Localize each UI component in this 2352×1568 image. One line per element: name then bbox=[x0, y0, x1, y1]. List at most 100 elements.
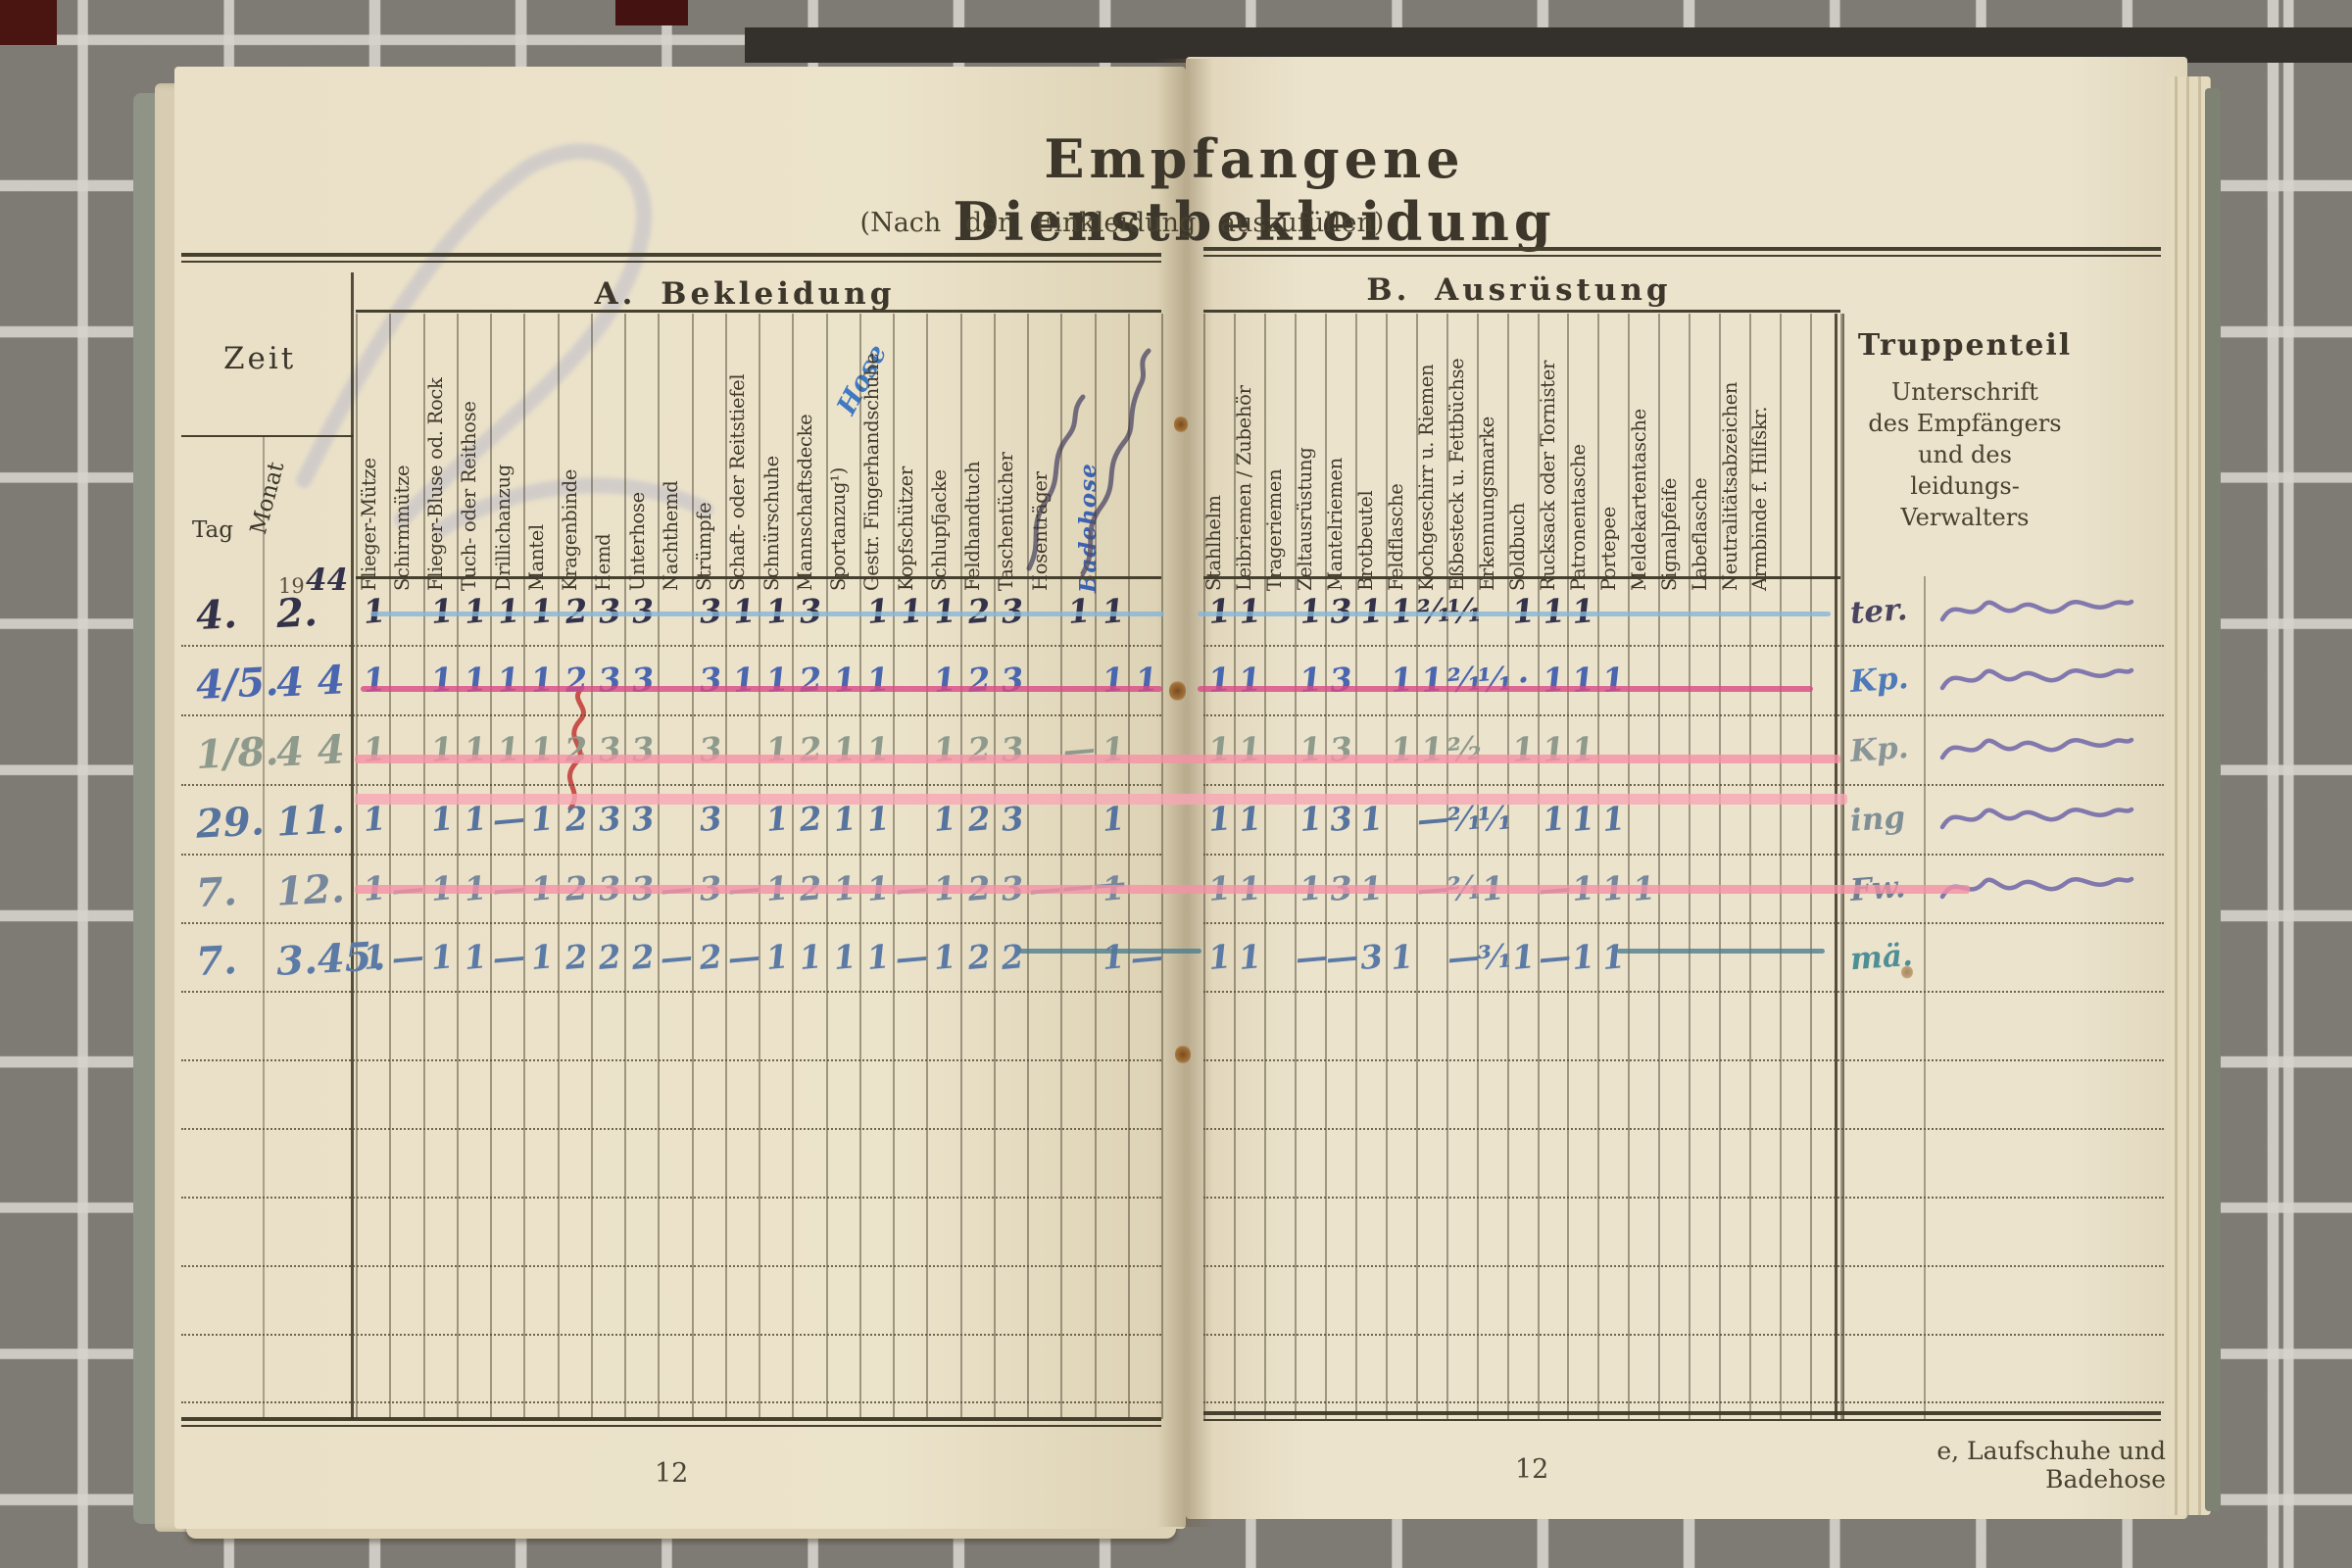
section-b-header-bottom bbox=[1203, 576, 1840, 579]
row-separator bbox=[1203, 784, 2164, 786]
issue-count-cell: 1 bbox=[1298, 729, 1324, 769]
issue-count-cell: 3 bbox=[999, 729, 1026, 769]
issue-count-cell: 1 bbox=[529, 937, 556, 977]
zeit-divider-rule bbox=[181, 435, 353, 437]
issue-count-cell: 3 bbox=[697, 729, 723, 769]
issue-count-cell: 1 bbox=[1419, 729, 1446, 769]
issue-count-cell: 1 bbox=[1206, 729, 1233, 769]
bekleidung-column-line bbox=[825, 314, 828, 1419]
issue-count-cell: 3 bbox=[1328, 729, 1354, 769]
bekleidung-column-line bbox=[1027, 314, 1029, 1419]
issue-count-cell: 1 bbox=[1570, 660, 1596, 700]
ausruestung-column-line bbox=[1537, 314, 1540, 1419]
issue-count-cell: 3 bbox=[697, 660, 723, 700]
ausruestung-column-line bbox=[1628, 314, 1631, 1419]
row-date-monat: 12. bbox=[274, 865, 346, 915]
bekleidung-column-line bbox=[422, 314, 425, 1419]
issue-count-cell: 2 bbox=[596, 937, 623, 977]
row-separator bbox=[181, 1197, 1161, 1199]
ausruestung-column-line bbox=[1324, 314, 1327, 1419]
issue-count-cell: 2 bbox=[965, 660, 992, 700]
issue-count-cell: 1 bbox=[462, 729, 489, 769]
issue-count-cell: 2 bbox=[965, 937, 992, 977]
row-separator bbox=[1203, 1401, 2164, 1403]
red-vertical-scrawl bbox=[567, 686, 586, 811]
issue-count-cell: 1 bbox=[462, 937, 489, 977]
issue-count-cell: 1 bbox=[1133, 660, 1160, 700]
row-date-tag: 1/8. bbox=[194, 727, 280, 779]
ausruestung-column-line bbox=[1840, 314, 1842, 1419]
issue-count-cell: 1 bbox=[1100, 660, 1126, 700]
issue-count-cell: 1 bbox=[1600, 937, 1627, 977]
strike-line bbox=[1198, 612, 1831, 616]
row-separator bbox=[181, 714, 1161, 716]
bekleidung-column-header: Drillichanzug bbox=[491, 465, 514, 591]
ausruestung-column-line bbox=[1263, 314, 1266, 1419]
row-date-tag: 4. bbox=[194, 590, 238, 640]
issue-count-cell: 1 bbox=[361, 729, 388, 769]
issue-count-cell: 1 bbox=[529, 660, 556, 700]
page-number-left: 12 bbox=[655, 1458, 689, 1489]
strike-line bbox=[355, 885, 1970, 894]
issue-count-cell: 1 bbox=[1540, 729, 1567, 769]
strike-line bbox=[1617, 949, 1825, 954]
row-separator bbox=[1203, 1334, 2164, 1336]
bekleidung-column-line bbox=[590, 314, 593, 1419]
bekleidung-column-line bbox=[1060, 314, 1063, 1419]
footnote-text: e, Laufschuhe und Badehose bbox=[1936, 1437, 2166, 1494]
issue-count-cell: — bbox=[893, 936, 930, 978]
issue-count-cell: 1 bbox=[763, 729, 791, 769]
strike-line bbox=[361, 686, 1162, 692]
bekleidung-column-line bbox=[959, 314, 962, 1419]
ausruestung-column-line bbox=[1597, 314, 1600, 1419]
strike-line bbox=[355, 794, 1847, 805]
issue-count-cell: 3 bbox=[1358, 937, 1385, 977]
ausruestung-column-header: Patronentasche bbox=[1566, 444, 1590, 591]
issue-count-cell: — bbox=[1445, 936, 1482, 978]
bekleidung-column-header: Tuch- oder Reithose bbox=[458, 401, 481, 591]
bekleidung-column-line bbox=[926, 314, 929, 1419]
bekleidung-column-line bbox=[456, 314, 459, 1419]
bekleidung-column-line bbox=[624, 314, 626, 1419]
background-red-object-2 bbox=[615, 0, 688, 25]
bekleidung-column-header: Gestr. Fingerhandschuhe bbox=[860, 353, 884, 591]
bottom-rule-right-2 bbox=[1203, 1419, 2161, 1421]
background-red-object bbox=[0, 0, 57, 45]
ausruestung-column-line bbox=[1749, 314, 1752, 1419]
issue-count-cell: — bbox=[490, 936, 527, 978]
issue-count-cell: 1 bbox=[932, 729, 958, 769]
ausruestung-column-line bbox=[1658, 314, 1661, 1419]
rust-stain bbox=[1901, 965, 1913, 979]
section-b-right-border bbox=[1835, 314, 1838, 1419]
issue-count-cell: 1 bbox=[529, 729, 556, 769]
strike-line bbox=[1019, 949, 1201, 954]
section-b-box-top bbox=[1203, 310, 1840, 313]
ausruestung-column-header: Labeflasche bbox=[1688, 477, 1711, 591]
issue-count-cell: 3 bbox=[1328, 660, 1354, 700]
bekleidung-column-line bbox=[658, 314, 661, 1419]
section-b-right-border-2 bbox=[1842, 314, 1844, 1419]
bekleidung-column-header: Schaft- oder Reitstiefel bbox=[726, 373, 750, 591]
issue-count-cell: 1 bbox=[1509, 729, 1537, 769]
ink-bleed-ghost bbox=[296, 143, 713, 537]
row-separator bbox=[1203, 645, 2164, 647]
booklet-center-fold bbox=[1156, 59, 1213, 1527]
section-a-title: A. Bekleidung bbox=[594, 276, 896, 312]
year-handwritten: 44 bbox=[306, 563, 349, 598]
ausruestung-column-line bbox=[1234, 314, 1236, 1419]
issue-count-cell: 2 bbox=[629, 937, 657, 977]
issue-count-cell: — bbox=[1536, 936, 1573, 978]
bekleidung-column-line bbox=[523, 314, 526, 1419]
row-separator bbox=[181, 1265, 1161, 1267]
row-separator bbox=[181, 991, 1161, 993]
unit-fragment: ter. bbox=[1848, 592, 1909, 631]
bekleidung-column-line bbox=[724, 314, 727, 1419]
bekleidung-column-header: Hemd bbox=[592, 533, 615, 591]
row-separator bbox=[181, 922, 1161, 924]
bekleidung-column-line bbox=[759, 314, 760, 1419]
issue-count-cell: 1 bbox=[831, 729, 858, 769]
bekleidung-column-header: Feldhandtuch bbox=[961, 461, 985, 591]
issue-count-cell: 1 bbox=[864, 660, 892, 700]
ausruestung-column-line bbox=[1719, 314, 1722, 1419]
ausruestung-column-header: Eßbesteck u. Fettbüchse bbox=[1445, 358, 1468, 591]
